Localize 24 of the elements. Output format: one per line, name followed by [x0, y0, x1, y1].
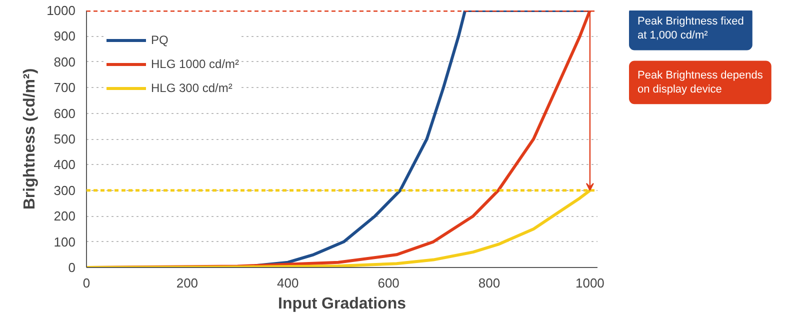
x-axis-title: Input Gradations	[278, 296, 406, 312]
y-tick-label: 900	[54, 28, 76, 44]
x-tick-label: 600	[378, 276, 400, 290]
text: Peak Brightness fixed at 1,000 cd/m²	[638, 15, 744, 42]
legend-label: PQ	[151, 33, 170, 47]
x-tick-label: 800	[478, 276, 500, 290]
y-axis-title: Brightness (cd/m²)	[22, 68, 39, 210]
x-tick-label: 0	[82, 276, 90, 290]
y-tick-label: 500	[54, 132, 76, 146]
y-tick-label: 700	[54, 80, 76, 96]
x-tick-label: 200	[176, 276, 198, 290]
y-tick-label: 1000	[46, 3, 76, 18]
y-tick-label: 800	[54, 54, 76, 70]
x-tick-label: 400	[277, 276, 299, 290]
legend-label: HLG 300 cd/m²	[151, 81, 232, 95]
text: Peak Brightness depends on display device	[638, 69, 764, 96]
y-tick-label: 200	[54, 208, 76, 224]
y-tick-label: 600	[54, 106, 76, 121]
y-tick-label: 300	[54, 182, 76, 198]
y-tick-label: 100	[54, 234, 76, 250]
y-tick-label: 400	[54, 157, 76, 172]
x-tick-label: 1000	[575, 276, 604, 290]
y-tick-label: 0	[68, 260, 76, 275]
legend-label: HLG 1000 cd/m²	[151, 57, 240, 71]
